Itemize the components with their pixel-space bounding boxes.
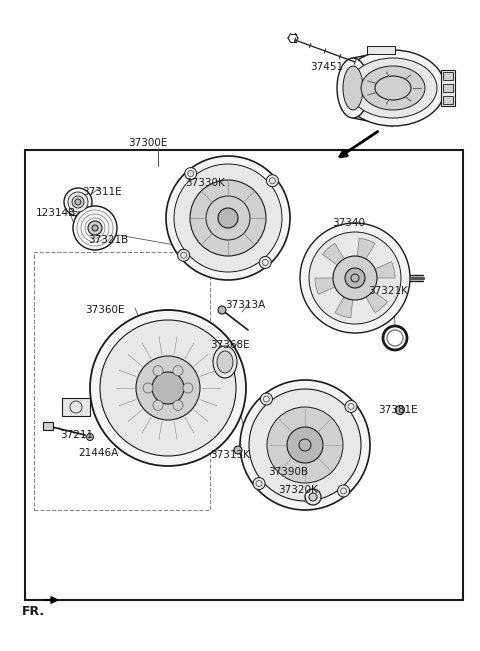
Circle shape: [153, 400, 163, 410]
Ellipse shape: [333, 256, 377, 300]
Ellipse shape: [287, 427, 323, 463]
Ellipse shape: [90, 310, 246, 466]
Bar: [443, 84, 453, 92]
Wedge shape: [355, 238, 375, 278]
Text: 37381E: 37381E: [378, 405, 418, 415]
Circle shape: [309, 493, 317, 501]
Circle shape: [259, 256, 271, 268]
Circle shape: [234, 446, 242, 454]
Ellipse shape: [375, 76, 411, 100]
Wedge shape: [355, 278, 387, 312]
Text: 37320K: 37320K: [278, 485, 318, 495]
Ellipse shape: [218, 208, 238, 228]
Text: 37390B: 37390B: [268, 467, 308, 477]
Circle shape: [183, 383, 193, 393]
Ellipse shape: [361, 66, 425, 110]
Ellipse shape: [343, 66, 363, 110]
Wedge shape: [355, 262, 395, 278]
Text: 37313A: 37313A: [225, 300, 265, 310]
Text: 37340: 37340: [332, 218, 365, 228]
Circle shape: [351, 274, 359, 282]
Circle shape: [266, 174, 278, 187]
Ellipse shape: [349, 58, 437, 118]
Circle shape: [64, 188, 92, 216]
Circle shape: [88, 221, 102, 235]
Text: FR.: FR.: [22, 605, 45, 618]
Bar: [43, 422, 53, 430]
Ellipse shape: [249, 389, 361, 501]
Ellipse shape: [166, 156, 290, 280]
Ellipse shape: [100, 320, 236, 456]
Circle shape: [185, 167, 197, 180]
Bar: [34, 252, 210, 510]
Wedge shape: [315, 278, 355, 294]
Ellipse shape: [213, 346, 237, 378]
Circle shape: [305, 489, 321, 505]
Text: 12314B: 12314B: [36, 208, 76, 218]
Ellipse shape: [337, 58, 369, 118]
Text: 21446A: 21446A: [78, 448, 118, 458]
Ellipse shape: [267, 407, 343, 483]
Circle shape: [396, 406, 405, 415]
Ellipse shape: [190, 180, 266, 256]
Circle shape: [178, 249, 190, 261]
Wedge shape: [335, 278, 355, 318]
Bar: [34, 252, 210, 510]
Circle shape: [173, 366, 183, 376]
Circle shape: [345, 400, 357, 413]
Wedge shape: [323, 243, 355, 278]
Circle shape: [153, 366, 163, 376]
Circle shape: [75, 199, 81, 205]
Text: 37368E: 37368E: [210, 340, 250, 350]
Circle shape: [86, 434, 94, 441]
Circle shape: [337, 485, 349, 497]
Ellipse shape: [174, 164, 282, 272]
Bar: [443, 72, 453, 80]
Ellipse shape: [345, 268, 365, 288]
Ellipse shape: [217, 351, 233, 373]
Ellipse shape: [300, 223, 410, 333]
Ellipse shape: [152, 372, 184, 404]
Circle shape: [72, 196, 84, 208]
Text: 37313K: 37313K: [210, 450, 250, 460]
Ellipse shape: [206, 196, 250, 240]
Circle shape: [143, 383, 153, 393]
Ellipse shape: [309, 232, 401, 324]
Text: 37311E: 37311E: [82, 187, 121, 197]
Text: 37360E: 37360E: [85, 305, 124, 315]
Text: 37330K: 37330K: [185, 178, 225, 188]
Text: 37211: 37211: [60, 430, 93, 440]
Text: 37300E: 37300E: [128, 138, 168, 148]
Bar: [443, 96, 453, 104]
Bar: [62, 398, 90, 416]
Bar: [25, 150, 463, 600]
Bar: [441, 70, 455, 106]
Circle shape: [218, 306, 226, 314]
Ellipse shape: [240, 380, 370, 510]
Text: 37451: 37451: [310, 62, 343, 72]
Circle shape: [253, 478, 265, 490]
Circle shape: [261, 393, 273, 405]
Bar: [367, 46, 395, 54]
Circle shape: [73, 206, 117, 250]
Circle shape: [173, 400, 183, 410]
Text: 37321B: 37321B: [88, 235, 128, 245]
Text: 37321K: 37321K: [368, 286, 408, 296]
Circle shape: [68, 192, 88, 212]
Ellipse shape: [136, 356, 200, 420]
Circle shape: [299, 439, 311, 451]
Ellipse shape: [341, 50, 445, 126]
Circle shape: [92, 225, 98, 231]
